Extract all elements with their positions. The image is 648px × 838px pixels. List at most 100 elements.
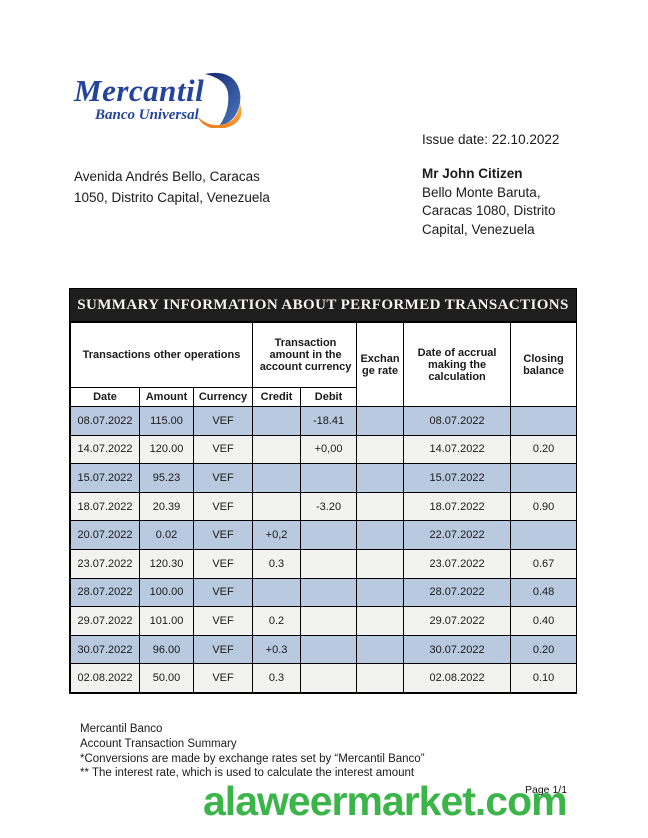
- cell-credit: 0.2: [252, 606, 302, 636]
- summary-table-section: SUMMARY INFORMATION ABOUT PERFORMED TRAN…: [69, 288, 578, 694]
- bank-logo: Mercantil Banco Universal: [74, 75, 204, 124]
- cell-date: 14.07.2022: [70, 434, 140, 465]
- cell-accrual-date: 30.07.2022: [403, 634, 512, 665]
- cell-credit: 0.3: [252, 663, 302, 693]
- header-transaction-amount: Transaction amount in the account curren…: [252, 322, 358, 388]
- table-row: 08.07.2022 115.00 VEF -18.41 08.07.2022: [70, 406, 578, 436]
- bank-address-line1: Avenida Andrés Bello, Caracas: [74, 169, 260, 184]
- cell-accrual-date: 14.07.2022: [403, 434, 512, 465]
- recipient-name: Mr John Citizen: [422, 166, 523, 181]
- cell-date: 28.07.2022: [70, 577, 140, 608]
- footer-notes: Mercantil Banco Account Transaction Summ…: [80, 722, 425, 781]
- cell-debit: [300, 520, 358, 550]
- header-exchange-rate: Exchan ge rate: [356, 322, 405, 407]
- cell-amount: 0.02: [139, 520, 194, 550]
- cell-credit: +0,2: [252, 520, 302, 550]
- cell-amount: 20.39: [139, 491, 194, 522]
- bank-address-line2: 1050, Distrito Capital, Venezuela: [74, 190, 270, 205]
- cell-closing-balance: 0.20: [510, 434, 578, 465]
- cell-exchange-rate: [356, 463, 405, 493]
- cell-accrual-date: 08.07.2022: [403, 406, 512, 436]
- bank-address: Avenida Andrés Bello, Caracas 1050, Dist…: [74, 166, 270, 208]
- cell-closing-balance: 0.10: [510, 663, 578, 693]
- header-closing-balance: Closing balance: [510, 322, 578, 407]
- cell-currency: VEF: [192, 434, 254, 465]
- cell-exchange-rate: [356, 634, 405, 665]
- cell-closing-balance: [510, 463, 578, 493]
- cell-exchange-rate: [356, 606, 405, 636]
- cell-currency: VEF: [192, 634, 254, 665]
- cell-credit: [252, 577, 302, 608]
- header-accrual-date: Date of accrual making the calculation: [403, 322, 512, 407]
- cell-date: 08.07.2022: [70, 406, 140, 436]
- cell-date: 15.07.2022: [70, 463, 140, 493]
- cell-closing-balance: 0.20: [510, 634, 578, 665]
- transactions-body: 08.07.2022 115.00 VEF -18.41 08.07.2022 14.07…: [70, 406, 578, 693]
- cell-date: 20.07.2022: [70, 520, 140, 550]
- cell-closing-balance: [510, 406, 578, 436]
- table-row: 30.07.2022 96.00 VEF +0.3 30.07.2022 0.20: [70, 634, 578, 665]
- recipient-address-line2: Caracas 1080, Distrito: [422, 203, 556, 218]
- cell-accrual-date: 02.08.2022: [403, 663, 512, 693]
- cell-credit: [252, 463, 302, 493]
- cell-exchange-rate: [356, 406, 405, 436]
- cell-exchange-rate: [356, 491, 405, 522]
- bank-logo-subbrand: Banco Universal: [95, 107, 199, 123]
- cell-debit: [300, 663, 358, 693]
- subheader-currency: Currency: [192, 387, 254, 407]
- cell-closing-balance: [510, 520, 578, 550]
- footer-bank-name: Mercantil Banco: [80, 723, 163, 735]
- cell-amount: 120.30: [139, 548, 194, 579]
- cell-currency: VEF: [192, 606, 254, 636]
- cell-credit: [252, 491, 302, 522]
- cell-currency: VEF: [192, 491, 254, 522]
- cell-exchange-rate: [356, 520, 405, 550]
- recipient-address-line1: Bello Monte Baruta,: [422, 184, 541, 200]
- cell-accrual-date: 22.07.2022: [403, 520, 512, 550]
- table-sub-header-row: Date Amount Currency Credit Debit: [70, 387, 577, 407]
- cell-date: 29.07.2022: [70, 606, 140, 636]
- table-row: 29.07.2022 101.00 VEF 0.2 29.07.2022 0.40: [70, 606, 578, 636]
- cell-currency: VEF: [192, 463, 254, 493]
- cell-amount: 120.00: [139, 434, 194, 465]
- table-group-header-row: Transactions other operations Transactio…: [69, 322, 578, 407]
- header-transactions-other-operations: Transactions other operations: [69, 322, 254, 388]
- issue-date: Issue date: 22.10.2022: [422, 132, 560, 147]
- cell-accrual-date: 29.07.2022: [403, 606, 512, 636]
- cell-debit: [300, 548, 358, 579]
- cell-debit: [300, 577, 358, 608]
- cell-amount: 96.00: [139, 634, 194, 665]
- cell-amount: 101.00: [139, 606, 194, 636]
- cell-credit: +0.3: [252, 634, 302, 665]
- page-number: Page 1/1: [525, 784, 568, 796]
- table-row: 15.07.2022 95.23 VEF 15.07.2022: [70, 463, 578, 493]
- subheader-debit: Debit: [300, 387, 358, 407]
- cell-debit: [300, 463, 358, 493]
- cell-exchange-rate: [356, 434, 405, 465]
- cell-exchange-rate: [356, 548, 405, 579]
- cell-currency: VEF: [192, 663, 254, 693]
- cell-amount: 95.23: [139, 463, 194, 493]
- cell-closing-balance: 0.40: [510, 606, 578, 636]
- cell-closing-balance: 0.48: [510, 577, 578, 608]
- table-row: 14.07.2022 120.00 VEF +0,00 14.07.2022 0.20: [70, 434, 578, 465]
- transactions-table: Transactions other operations Transactio…: [69, 322, 578, 693]
- cell-accrual-date: 28.07.2022: [403, 577, 512, 608]
- cell-exchange-rate: [356, 577, 405, 608]
- cell-amount: 115.00: [139, 406, 194, 436]
- cell-date: 02.08.2022: [70, 663, 140, 693]
- cell-credit: 0.3: [252, 548, 302, 579]
- table-row: 02.08.2022 50.00 VEF 0.3 02.08.2022 0.10: [70, 663, 578, 693]
- table-row: 28.07.2022 100.00 VEF 28.07.2022 0.48: [70, 577, 578, 608]
- recipient-address-line3: Capital, Venezuela: [422, 221, 535, 237]
- cell-date: 30.07.2022: [70, 634, 140, 665]
- table-row: 18.07.2022 20.39 VEF -3.20 18.07.2022 0.90: [70, 491, 578, 522]
- bank-logo-swoosh-icon: [198, 72, 242, 128]
- cell-amount: 100.00: [139, 577, 194, 608]
- cell-debit: -18.41: [300, 406, 358, 436]
- subheader-credit: Credit: [252, 387, 302, 407]
- table-row: 23.07.2022 120.30 VEF 0.3 23.07.2022 0.67: [70, 548, 578, 579]
- table-row: 20.07.2022 0.02 VEF +0,2 22.07.2022: [70, 520, 578, 550]
- cell-accrual-date: 18.07.2022: [403, 491, 512, 522]
